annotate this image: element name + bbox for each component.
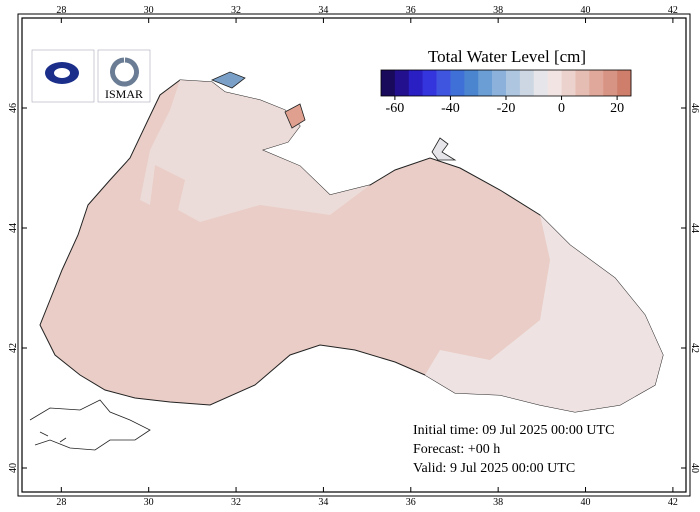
colorbar-swatch xyxy=(492,70,507,96)
colorbar-swatch xyxy=(450,70,465,96)
azov-sea xyxy=(210,71,246,89)
y-tick-label: 44 xyxy=(689,223,700,233)
colorbar-swatch xyxy=(408,70,423,96)
logo-text: ISMAR xyxy=(105,87,143,101)
info-text: Forecast: +00 h xyxy=(413,442,500,457)
y-tick-label: 46 xyxy=(689,103,700,113)
y-tick-label: 46 xyxy=(8,103,19,113)
x-tick-label: 36 xyxy=(406,497,416,507)
y-tick-label: 42 xyxy=(8,343,19,353)
outer-frame xyxy=(17,13,691,497)
x-tick-label: 36 xyxy=(406,5,416,16)
y-tick-label: 40 xyxy=(689,463,700,473)
colorbar-swatch xyxy=(561,70,576,96)
y-tick-label: 44 xyxy=(8,223,19,233)
y-tick-label: 42 xyxy=(689,343,700,353)
x-tick-label: 28 xyxy=(56,497,66,507)
colorbar-tick-label: -40 xyxy=(441,101,460,116)
x-tick-label: 28 xyxy=(56,5,66,16)
colorbar-swatch xyxy=(381,70,396,96)
x-tick-label: 34 xyxy=(318,5,328,16)
colorbar-swatch xyxy=(547,70,562,96)
x-tick-label: 34 xyxy=(318,497,328,507)
x-tick-label: 42 xyxy=(668,5,678,16)
north-shelf xyxy=(140,80,370,222)
x-tick-label: 30 xyxy=(144,5,154,16)
colorbar-tick-label: -20 xyxy=(497,101,516,116)
x-tick-label: 40 xyxy=(581,5,591,16)
colorbar-swatch xyxy=(617,70,632,96)
logo-mark xyxy=(54,68,70,78)
colorbar-swatch xyxy=(506,70,521,96)
colorbar-swatch xyxy=(603,70,618,96)
logo-box xyxy=(97,49,151,103)
kerch-area xyxy=(431,137,457,161)
colorbar-swatch xyxy=(533,70,548,96)
colorbar-swatch xyxy=(575,70,590,96)
x-tick-label: 38 xyxy=(493,497,503,507)
x-tick-label: 30 xyxy=(144,497,154,507)
east-shelf xyxy=(425,215,663,412)
colorbar-tick-label: 20 xyxy=(610,101,624,116)
x-tick-label: 42 xyxy=(668,497,678,507)
colorbar-swatch xyxy=(478,70,493,96)
colorbar-tick-label: 0 xyxy=(558,101,565,116)
info-text: Valid: 9 Jul 2025 00:00 UTC xyxy=(413,461,575,476)
colorbar-swatch xyxy=(589,70,604,96)
x-tick-label: 40 xyxy=(581,497,591,507)
logo-mark xyxy=(110,57,139,87)
x-tick-label: 38 xyxy=(493,5,503,16)
x-tick-label: 32 xyxy=(231,497,241,507)
azov-strait xyxy=(284,103,306,129)
colorbar-tick-label: -60 xyxy=(386,101,405,116)
colorbar-swatch xyxy=(422,70,437,96)
marmara-coast xyxy=(29,399,151,451)
x-tick-label: 32 xyxy=(231,5,241,16)
colorbar-swatch xyxy=(394,70,410,96)
colorbar-swatch xyxy=(464,70,479,96)
colorbar-swatch xyxy=(436,70,451,96)
y-tick-label: 40 xyxy=(8,463,19,473)
info-text: Initial time: 09 Jul 2025 00:00 UTC xyxy=(413,423,614,438)
colorbar-swatch xyxy=(519,70,535,96)
colorbar-title: Total Water Level [cm] xyxy=(428,47,586,66)
